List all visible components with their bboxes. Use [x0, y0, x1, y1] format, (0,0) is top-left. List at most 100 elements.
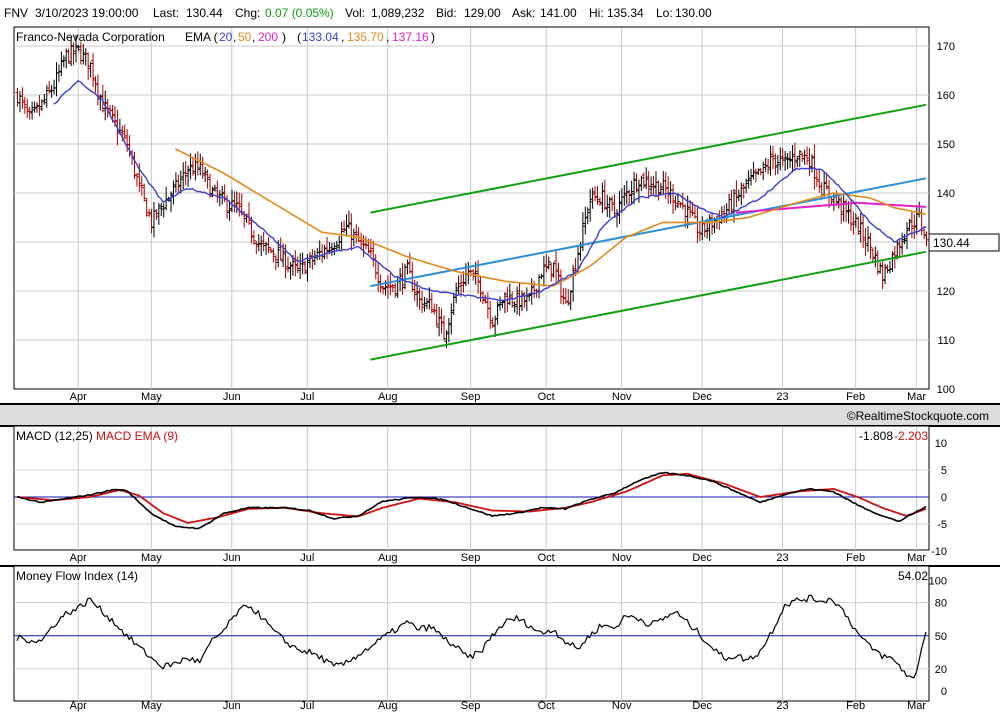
price-bar [658, 182, 663, 195]
price-bar [515, 286, 520, 315]
mfi-y-tick-label: 50 [935, 631, 947, 643]
x-tick-label: Feb [846, 700, 865, 712]
price-bar [249, 216, 254, 244]
price-bar [66, 48, 71, 64]
price-bar [590, 187, 595, 209]
price-bar [393, 282, 398, 298]
price-bar [766, 158, 771, 175]
x-tick-label: Jun [223, 552, 241, 564]
price-bar [673, 195, 678, 211]
price-bar [254, 240, 259, 255]
price-bar [841, 194, 846, 222]
x-tick-label: Mar [907, 552, 926, 564]
price-bar [736, 189, 741, 202]
price-bar [212, 184, 217, 192]
price-bar [200, 156, 205, 180]
price-bar [139, 176, 144, 196]
price-bar [788, 150, 793, 168]
x-tick-label: Dec [692, 552, 712, 564]
price-bar [624, 180, 629, 205]
macd-y-tick-label: 10 [935, 438, 947, 450]
price-bar [278, 237, 283, 261]
price-bar [407, 252, 412, 274]
price-bar [307, 252, 312, 269]
price-bar [266, 237, 271, 254]
price-bar [169, 191, 174, 213]
price-bar [446, 318, 451, 343]
chg-label: Chg: [235, 6, 261, 20]
price-bar [749, 168, 754, 186]
price-bar [73, 34, 78, 63]
macd-value: -1.808 [859, 429, 893, 443]
ema50-value: 135.70 [347, 30, 384, 44]
price-bar [300, 252, 305, 275]
price-bar [346, 210, 351, 229]
price-bar [529, 278, 534, 305]
x-tick-label: Oct [538, 552, 555, 564]
indicator-overlays [16, 80, 927, 679]
regression-line [370, 177, 927, 288]
x-tick-label: Feb [846, 391, 865, 403]
lower-channel-line [370, 250, 927, 361]
price-bar [861, 214, 866, 249]
mfi-value: 54.02 [898, 569, 928, 583]
price-bar [420, 290, 425, 314]
price-bar [195, 151, 200, 176]
chg-value: 0.07 (0.05%) [265, 6, 334, 20]
price-bar [261, 231, 266, 252]
price-bar [400, 262, 405, 295]
price-bar [866, 226, 871, 252]
price-bar [702, 222, 707, 238]
ema-sep: , [252, 30, 255, 44]
price-bar [527, 293, 532, 302]
price-bar [461, 271, 466, 293]
price-bar [451, 293, 456, 315]
x-tick-label: May [141, 700, 162, 712]
price-bar [809, 154, 814, 173]
mfi-y-tick-label: 20 [935, 664, 947, 676]
price-bar [507, 283, 512, 306]
price-bar [549, 262, 554, 282]
x-tick-label: Dec [692, 391, 712, 403]
upper-channel-line [370, 103, 927, 214]
price-bar [878, 262, 883, 274]
price-bar [37, 95, 42, 117]
price-bar [239, 193, 244, 216]
x-tick-label: May [141, 391, 162, 403]
price-bar [800, 152, 805, 162]
price-bar [417, 288, 422, 310]
lo-label: Lo: [656, 6, 673, 20]
price-bar [814, 170, 819, 187]
price-bar [56, 64, 61, 82]
price-bar [142, 183, 147, 202]
price-bar [541, 256, 546, 287]
x-tick-label: Jul [300, 391, 314, 403]
price-bar [215, 180, 220, 203]
price-y-tick-label: 160 [937, 90, 955, 102]
price-bar [880, 261, 885, 290]
x-tick-label: Oct [538, 391, 555, 403]
price-bar [134, 173, 139, 187]
price-y-tick-label: 120 [937, 286, 955, 298]
price-bar [512, 301, 517, 313]
ema-sep: , [341, 30, 344, 44]
price-bar [100, 84, 105, 113]
price-bar [610, 196, 615, 212]
macd-signal-title: MACD EMA (9) [96, 429, 178, 443]
price-bar [924, 231, 929, 247]
price-bar [595, 186, 600, 205]
x-tick-label: Nov [612, 552, 632, 564]
price-bar [895, 239, 900, 260]
x-tick-label: Jun [223, 391, 241, 403]
price-bar [868, 232, 873, 260]
price-bar [449, 303, 454, 335]
price-bar [902, 234, 907, 245]
price-bar [585, 207, 590, 225]
price-bar [775, 154, 780, 175]
price-bar [734, 180, 739, 208]
price-bar [751, 161, 756, 180]
price-bar [344, 214, 349, 237]
price-bar [900, 232, 905, 255]
macd-panel-frame [13, 425, 930, 551]
price-bar [739, 182, 744, 206]
